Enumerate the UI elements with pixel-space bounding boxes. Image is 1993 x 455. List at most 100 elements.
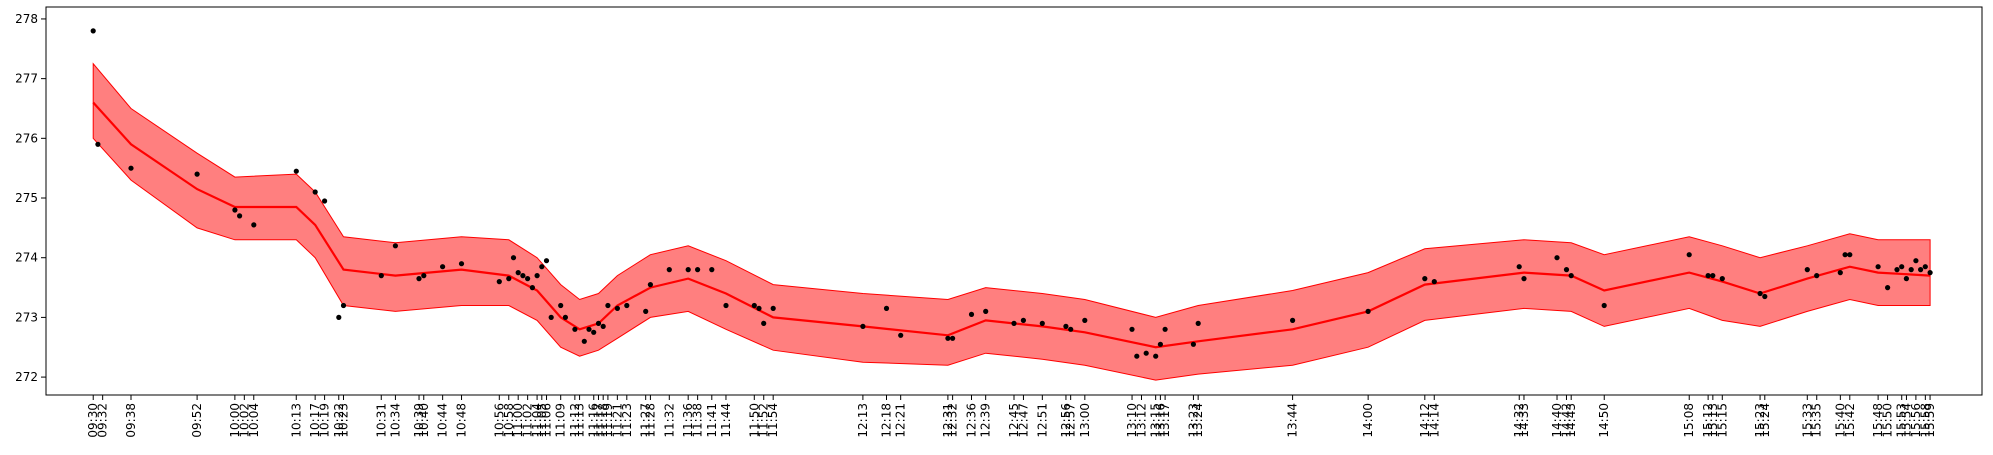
data-point	[1039, 320, 1045, 326]
data-point	[1153, 353, 1159, 359]
data-point	[440, 264, 446, 270]
data-point	[1762, 293, 1768, 300]
x-tick-label: 15:23	[1753, 403, 1767, 438]
x-tick-label: 11:19	[601, 403, 615, 438]
x-tick-label: 12:36	[965, 403, 979, 438]
y-tick-label: 278	[15, 12, 38, 26]
data-point	[1757, 290, 1763, 297]
data-point	[534, 273, 540, 279]
data-point	[1365, 308, 1371, 314]
data-point	[756, 305, 762, 311]
x-tick-label: 14:14	[1427, 403, 1441, 438]
x-tick-label: 13:10	[1125, 403, 1139, 438]
x-tick-label: 14:42	[1559, 403, 1573, 438]
x-tick-label: 11:09	[554, 403, 568, 438]
data-point	[515, 270, 521, 276]
data-point	[525, 276, 531, 282]
data-point	[647, 282, 654, 288]
x-tick-label: 15:24	[1758, 403, 1772, 438]
x-tick-label: 10:04	[247, 403, 261, 438]
data-point	[312, 189, 318, 195]
data-points-layer	[90, 28, 1933, 359]
x-tick-label: 11:44	[719, 403, 733, 438]
data-point	[1195, 320, 1201, 326]
x-tick-label: 11:21	[610, 403, 624, 438]
x-tick-label: 13:44	[1286, 403, 1300, 438]
data-point	[1918, 267, 1924, 273]
y-tick-label: 273	[15, 310, 38, 324]
x-tick-label: 10:13	[289, 403, 303, 438]
data-point	[293, 168, 299, 174]
data-point	[1903, 276, 1909, 282]
y-tick-label: 274	[15, 251, 38, 265]
x-tick-label: 11:23	[620, 403, 634, 438]
x-tick-label: 13:15	[1149, 403, 1163, 438]
x-tick-label: 12:56	[1059, 403, 1073, 438]
x-tick-label: 12:39	[979, 403, 993, 438]
data-point	[558, 302, 564, 309]
data-point	[709, 267, 715, 273]
data-point	[1875, 264, 1881, 270]
x-tick-label: 15:48	[1871, 403, 1885, 438]
data-point	[666, 267, 672, 273]
data-point	[392, 243, 398, 249]
data-point	[1563, 267, 1570, 273]
data-point	[1129, 326, 1135, 332]
data-point	[232, 207, 238, 213]
data-point	[1913, 258, 1919, 264]
data-point	[529, 285, 536, 291]
data-point	[1927, 270, 1933, 276]
x-tick-label: 15:35	[1810, 403, 1824, 438]
x-tick-label: 10:44	[436, 403, 450, 438]
x-tick-label: 11:17	[591, 403, 605, 438]
x-tick-label: 11:18	[596, 403, 610, 438]
x-tick-label: 15:54	[1899, 403, 1913, 438]
data-point	[572, 326, 578, 332]
data-point	[1068, 326, 1074, 332]
x-tick-label: 09:38	[124, 403, 138, 438]
data-point	[562, 314, 569, 320]
data-point	[194, 171, 200, 177]
x-tick-label: 10:23	[336, 403, 350, 438]
data-point	[1157, 341, 1163, 347]
x-tick-label: 12:45	[1007, 403, 1021, 438]
data-point	[950, 335, 956, 341]
data-point	[421, 273, 427, 279]
data-point	[1568, 273, 1574, 279]
data-point	[1686, 252, 1692, 258]
data-point	[605, 302, 611, 309]
data-point	[90, 28, 96, 34]
data-point	[600, 323, 606, 329]
x-tick-label: 10:48	[455, 403, 469, 438]
data-point	[1705, 273, 1711, 279]
x-tick-label: 14:33	[1517, 403, 1531, 438]
data-point	[543, 258, 550, 264]
x-tick-label: 11:13	[573, 403, 587, 438]
data-point	[1190, 341, 1196, 347]
data-point	[1842, 252, 1848, 258]
data-point	[898, 332, 904, 338]
data-point	[1020, 317, 1026, 323]
data-point	[595, 320, 602, 326]
x-tick-label: 11:04	[530, 403, 544, 438]
data-point	[614, 305, 621, 311]
y-tick-label: 276	[15, 131, 38, 145]
data-point	[581, 338, 587, 344]
data-point	[340, 302, 347, 309]
data-point	[723, 302, 729, 309]
data-point	[770, 305, 776, 311]
x-tick-label: 12:51	[1035, 403, 1049, 438]
data-point	[1922, 264, 1928, 270]
data-point	[761, 320, 767, 326]
x-tick-label: 14:00	[1361, 403, 1375, 438]
data-point	[336, 314, 342, 320]
data-point	[695, 267, 701, 273]
x-tick-label: 14:12	[1418, 403, 1432, 438]
data-point	[1516, 264, 1522, 270]
x-tick-label: 15:42	[1843, 403, 1857, 438]
x-tick-label: 11:06	[540, 403, 554, 438]
x-tick-label: 15:59	[1923, 403, 1937, 438]
x-tick-label: 14:50	[1597, 403, 1611, 438]
x-tick-label: 10:19	[318, 403, 332, 438]
